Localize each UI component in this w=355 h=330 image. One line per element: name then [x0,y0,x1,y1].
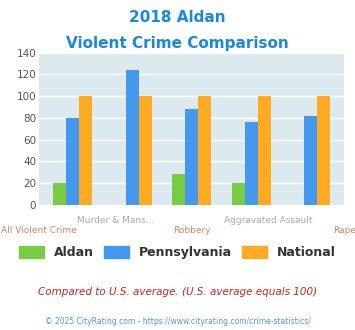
Bar [231,183,245,205]
Text: All Violent Crime: All Violent Crime [1,226,77,235]
Bar [198,96,211,205]
Bar [126,70,139,205]
Bar [172,174,185,205]
Text: Aggravated Assault: Aggravated Assault [224,216,312,225]
Bar [304,116,317,205]
Bar [245,122,258,205]
Bar [53,183,66,205]
Bar [317,96,331,205]
Text: Rape: Rape [333,226,355,235]
Bar [139,96,152,205]
Legend: Aldan, Pennsylvania, National: Aldan, Pennsylvania, National [14,241,341,264]
Bar [258,96,271,205]
Text: Robbery: Robbery [173,226,211,235]
Text: Compared to U.S. average. (U.S. average equals 100): Compared to U.S. average. (U.S. average … [38,287,317,297]
Text: Violent Crime Comparison: Violent Crime Comparison [66,36,289,51]
Bar [185,109,198,205]
Text: © 2025 CityRating.com - https://www.cityrating.com/crime-statistics/: © 2025 CityRating.com - https://www.city… [45,317,310,326]
Bar [66,118,79,205]
Text: 2018 Aldan: 2018 Aldan [129,10,226,25]
Text: Murder & Mans...: Murder & Mans... [77,216,154,225]
Bar [79,96,92,205]
